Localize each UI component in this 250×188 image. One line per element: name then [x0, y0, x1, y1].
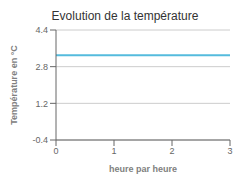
svg-text:3: 3: [227, 146, 232, 156]
html-text:Evolution de la température: Evolution de la température: [51, 9, 199, 23]
svg-text:2.8: 2.8: [35, 62, 48, 72]
svg-text:0: 0: [53, 146, 58, 156]
svg-text:1: 1: [111, 146, 116, 156]
svg-text:-0.4: -0.4: [32, 135, 48, 145]
svg-text:4.4: 4.4: [35, 25, 48, 35]
svg-text:1.2: 1.2: [35, 99, 48, 109]
svg-text:heure par heure: heure par heure: [109, 164, 177, 174]
svg-text:2: 2: [169, 146, 174, 156]
svg-text:Température en °C: Température en °C: [9, 45, 19, 125]
